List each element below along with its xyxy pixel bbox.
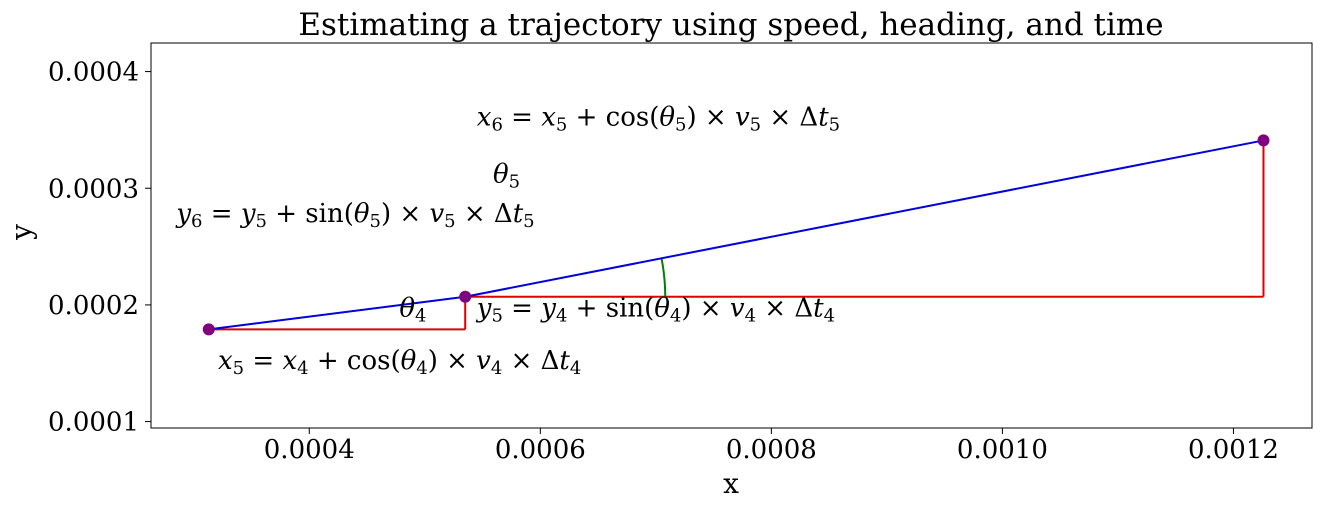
annotation-part: 5 bbox=[370, 211, 381, 232]
annotation-part: 4 bbox=[491, 358, 502, 379]
x-tick-label: 0.0006 bbox=[495, 435, 586, 465]
annotation-part: y bbox=[540, 294, 556, 324]
annotation-part: 5 bbox=[509, 171, 520, 192]
axes: 0.0004 0.0006 0.0008 0.0010 0.0012 0.0001 0.00… bbox=[48, 42, 1313, 465]
y-tick-label: 0.0002 bbox=[48, 291, 139, 321]
annotation-part: θ bbox=[401, 346, 417, 376]
annotation-part: 5 bbox=[444, 211, 455, 232]
trajectory-point bbox=[1257, 134, 1270, 147]
annotation-part: × Δ bbox=[761, 102, 818, 132]
annotation-part: + sin( bbox=[567, 294, 654, 324]
annotation-part: × Δ bbox=[502, 346, 559, 376]
annotation-part: 4 bbox=[297, 358, 308, 379]
annotation-part: = bbox=[503, 102, 541, 132]
annotation-part: × Δ bbox=[756, 294, 813, 324]
annotation-part: = bbox=[503, 294, 541, 324]
annotation-part: t bbox=[559, 346, 570, 376]
annotation-part: θ bbox=[659, 102, 675, 132]
annotation-part: 4 bbox=[824, 305, 835, 326]
annotation-part: 5 bbox=[233, 358, 244, 379]
chart-title: Estimating a trajectory using speed, hea… bbox=[298, 7, 1163, 43]
annotation-part: 5 bbox=[523, 211, 534, 232]
x-tick-label: 0.0012 bbox=[1188, 435, 1279, 465]
annotation-part: 5 bbox=[256, 211, 267, 232]
annotation-part: 5 bbox=[829, 114, 840, 135]
annotation-part: × Δ bbox=[456, 199, 513, 229]
x-tick-label: 0.0008 bbox=[726, 435, 817, 465]
annotation-part: 6 bbox=[491, 114, 502, 135]
annotation-part: + sin( bbox=[267, 199, 354, 229]
annotation-part: y bbox=[240, 199, 256, 229]
annotation-part: θ bbox=[399, 294, 415, 324]
annotation-part: x bbox=[477, 102, 492, 132]
annotation-part: 4 bbox=[670, 305, 681, 326]
annotation-part: θ bbox=[654, 294, 670, 324]
trajectory-point bbox=[459, 290, 472, 303]
annotation-part: ) × bbox=[428, 346, 476, 376]
annotation-part: t bbox=[813, 294, 824, 324]
annotation-part: 4 bbox=[416, 358, 427, 379]
annotation-part: + cos( bbox=[309, 346, 401, 376]
annotation-part: x bbox=[218, 346, 233, 376]
annotation-part: v bbox=[730, 294, 745, 324]
annotation-part: 5 bbox=[675, 114, 686, 135]
y-axis-label: y bbox=[5, 224, 38, 241]
y-tick-label: 0.0004 bbox=[48, 58, 139, 88]
annotation-part: ) × bbox=[681, 294, 729, 324]
annotation-part: y bbox=[175, 199, 191, 229]
annotation-theta5: θ5 bbox=[493, 159, 520, 192]
annotation-part: ) × bbox=[686, 102, 734, 132]
annotation-part: = bbox=[203, 199, 241, 229]
annotation-y5: y5 = y4 + sin(θ4) × v4 × Δt4 bbox=[476, 294, 835, 327]
x-tick-label: 0.0004 bbox=[264, 435, 355, 465]
annotation-theta4: θ4 bbox=[399, 294, 426, 327]
annotation-part: 4 bbox=[570, 358, 581, 379]
annotation-part: θ bbox=[354, 199, 370, 229]
annotation-part: x bbox=[282, 346, 297, 376]
plot-frame bbox=[150, 42, 1313, 429]
y-tick-label: 0.0001 bbox=[48, 408, 139, 438]
annotation-part: θ bbox=[493, 159, 509, 189]
y-tick-label: 0.0003 bbox=[48, 174, 139, 204]
annotation-part: v bbox=[429, 199, 444, 229]
annotation-part: 4 bbox=[556, 305, 567, 326]
annotation-part: 4 bbox=[415, 305, 426, 326]
annotation-part: 4 bbox=[745, 305, 756, 326]
annotation-part: v bbox=[735, 102, 750, 132]
annotation-part: x bbox=[541, 102, 556, 132]
annotation-x5: x5 = x4 + cos(θ4) × v4 × Δt4 bbox=[218, 346, 581, 379]
x-tick-label: 0.0010 bbox=[957, 435, 1048, 465]
annotation-part: 5 bbox=[556, 114, 567, 135]
annotation-part: v bbox=[476, 346, 491, 376]
x-axis-label: x bbox=[723, 467, 739, 500]
annotation-part: ) × bbox=[381, 199, 429, 229]
plot-area bbox=[202, 134, 1270, 336]
annotation-part: + cos( bbox=[567, 102, 659, 132]
annotation-part: 5 bbox=[750, 114, 761, 135]
annotation-y6: y6 = y5 + sin(θ5) × v5 × Δt5 bbox=[175, 199, 534, 232]
annotation-part: t bbox=[818, 102, 829, 132]
heading-arc bbox=[660, 258, 667, 297]
annotation-part: y bbox=[476, 294, 492, 324]
annotation-x6: x6 = x5 + cos(θ5) × v5 × Δt5 bbox=[477, 102, 840, 135]
trajectory-point bbox=[202, 323, 215, 336]
annotation-part: 6 bbox=[191, 211, 202, 232]
annotation-part: = bbox=[244, 346, 282, 376]
annotation-part: 5 bbox=[491, 305, 502, 326]
annotation-part: t bbox=[513, 199, 524, 229]
